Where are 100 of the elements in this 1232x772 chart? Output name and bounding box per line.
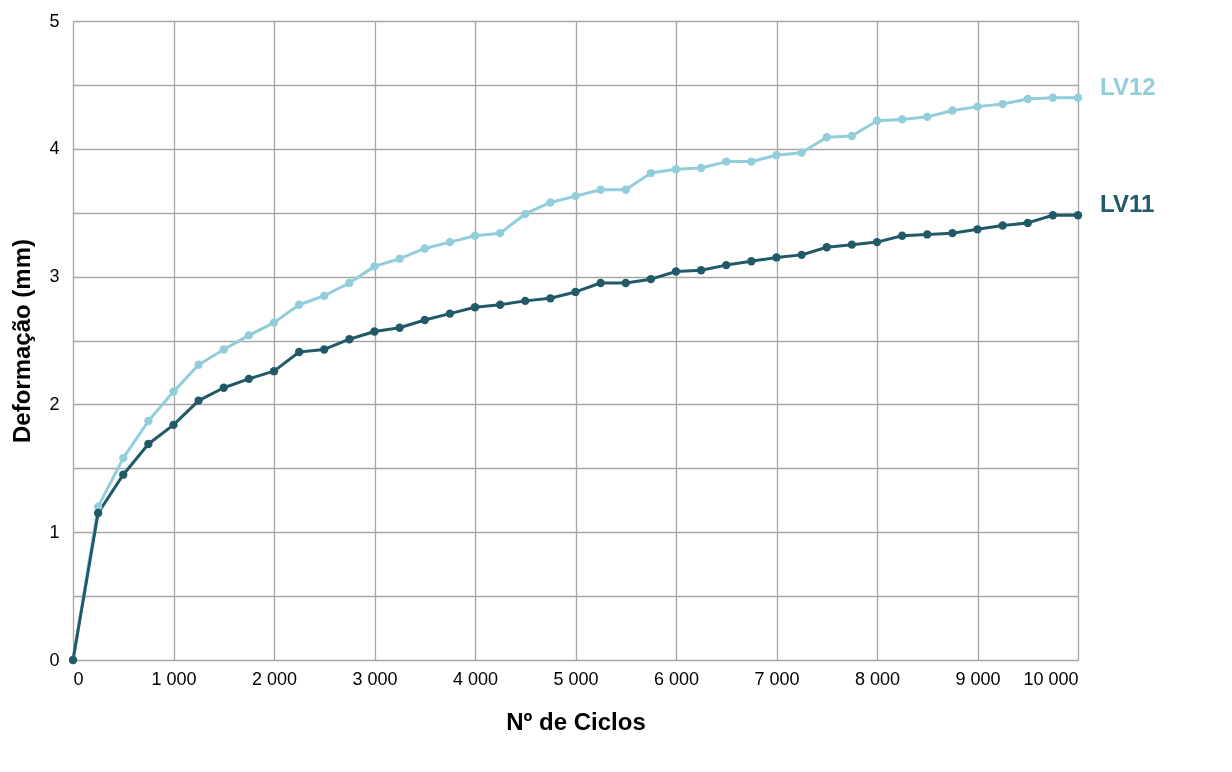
x-tick-label: 7 000 xyxy=(754,668,800,689)
point xyxy=(923,112,932,122)
point xyxy=(973,102,982,111)
point xyxy=(948,228,957,238)
point xyxy=(1023,218,1032,228)
point xyxy=(621,278,630,288)
x-tick-label: 10 000 xyxy=(1023,668,1079,689)
point xyxy=(797,250,806,260)
point xyxy=(244,331,254,340)
point xyxy=(420,244,429,253)
point xyxy=(1023,94,1032,104)
point xyxy=(320,291,329,300)
point xyxy=(294,300,304,309)
point xyxy=(445,309,455,318)
point xyxy=(521,209,530,219)
series-label: LV11 xyxy=(1100,190,1155,218)
point xyxy=(546,294,555,303)
x-tick-label: 0 xyxy=(73,668,84,689)
point xyxy=(797,148,806,157)
point xyxy=(897,231,907,240)
point xyxy=(1048,93,1058,102)
point xyxy=(973,225,982,234)
point xyxy=(596,278,605,288)
point xyxy=(194,396,203,405)
point xyxy=(169,420,178,430)
point xyxy=(897,115,907,124)
point xyxy=(621,185,630,194)
point xyxy=(696,163,706,173)
point xyxy=(495,228,505,238)
point xyxy=(445,237,455,247)
point xyxy=(370,327,379,336)
point xyxy=(872,116,882,125)
y-tick-label: 4 xyxy=(49,138,60,159)
point xyxy=(546,198,555,207)
point xyxy=(470,231,480,240)
point xyxy=(144,439,153,449)
point xyxy=(470,303,480,312)
point xyxy=(420,315,429,325)
point xyxy=(294,347,304,357)
x-tick-label: 4 000 xyxy=(452,668,499,689)
point xyxy=(646,274,656,284)
y-tick-label: 2 xyxy=(49,393,60,414)
point xyxy=(1073,211,1083,220)
point xyxy=(93,508,103,518)
point xyxy=(772,253,781,262)
point xyxy=(370,262,379,271)
point xyxy=(345,335,354,344)
point xyxy=(395,254,404,263)
point xyxy=(119,453,128,463)
y-axis-title: Deformação (mm) xyxy=(8,238,36,444)
point xyxy=(571,287,580,297)
point xyxy=(948,106,957,115)
series-label: LV12 xyxy=(1100,72,1156,100)
point xyxy=(822,133,831,142)
point xyxy=(269,318,279,327)
point xyxy=(772,151,781,160)
point xyxy=(395,323,404,332)
point xyxy=(646,168,656,178)
point xyxy=(822,243,831,252)
y-tick-label: 3 xyxy=(49,266,60,287)
point xyxy=(219,383,228,392)
point xyxy=(345,278,354,288)
point xyxy=(847,131,857,141)
x-tick-label: 5 000 xyxy=(553,668,599,689)
point xyxy=(998,99,1007,109)
point xyxy=(119,470,128,479)
x-tick-label: 3 000 xyxy=(352,668,398,689)
point xyxy=(1048,211,1058,220)
point xyxy=(747,257,756,266)
point xyxy=(671,267,681,276)
y-tick-label: 1 xyxy=(49,521,60,542)
point xyxy=(194,360,203,369)
point xyxy=(671,165,681,174)
x-tick-label: 2 000 xyxy=(251,668,298,689)
x-axis-title: Nº de Ciclos xyxy=(506,707,646,735)
point xyxy=(747,157,756,166)
x-tick-label: 1 000 xyxy=(151,668,197,689)
point xyxy=(495,300,505,309)
point xyxy=(244,374,254,384)
point xyxy=(521,296,530,306)
point xyxy=(696,266,706,275)
point xyxy=(144,416,153,426)
point xyxy=(722,157,731,166)
point xyxy=(320,345,329,354)
point xyxy=(219,345,228,354)
point xyxy=(169,387,178,396)
point xyxy=(998,221,1007,230)
y-tick-label: 5 xyxy=(49,10,60,31)
x-tick-label: 8 000 xyxy=(854,668,901,689)
y-tick-label: 0 xyxy=(49,649,60,670)
point xyxy=(872,237,882,247)
x-tick-label: 6 000 xyxy=(653,668,700,689)
x-tick-label: 9 000 xyxy=(955,668,1001,689)
point xyxy=(722,260,731,270)
point xyxy=(571,191,580,201)
point xyxy=(1073,93,1083,102)
point xyxy=(269,367,279,376)
point xyxy=(596,185,605,194)
point xyxy=(923,230,932,239)
point xyxy=(847,240,857,249)
